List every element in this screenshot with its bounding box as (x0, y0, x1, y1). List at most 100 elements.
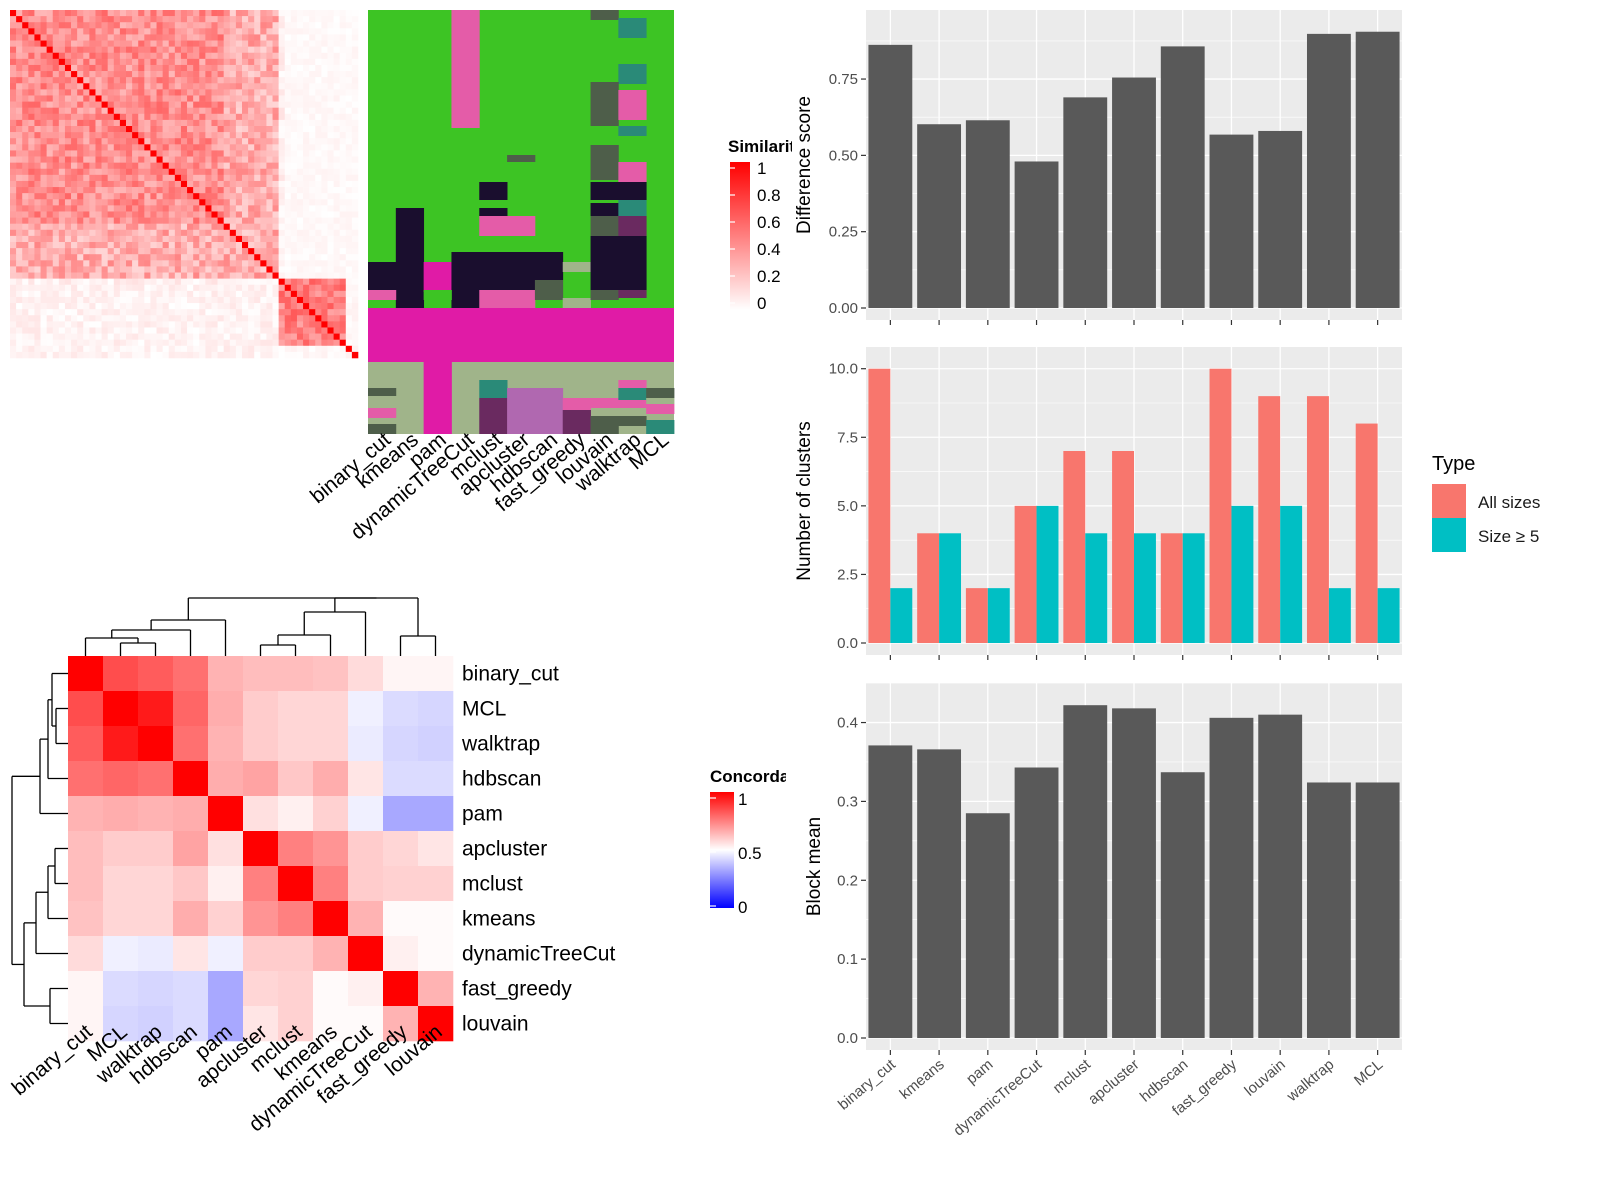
similarity-cell (272, 254, 279, 261)
similarity-cell (303, 205, 310, 212)
similarity-cell (77, 77, 84, 84)
similarity-cell (199, 199, 206, 206)
similarity-cell (28, 58, 35, 66)
similarity-cell (193, 162, 200, 170)
similarity-cell (242, 28, 249, 35)
similarity-cell (71, 168, 78, 176)
cluster-block (562, 298, 591, 308)
similarity-cell (223, 315, 231, 322)
similarity-cell (113, 174, 121, 182)
similarity-cell (180, 235, 188, 243)
concordance-cell (418, 656, 454, 692)
similarity-cell (64, 64, 72, 72)
similarity-cell (16, 168, 23, 176)
similarity-cell (10, 58, 17, 66)
similarity-cell (327, 119, 334, 127)
similarity-cell (95, 28, 102, 35)
similarity-cell (217, 162, 224, 170)
similarity-cell (351, 132, 359, 139)
similarity-cell (199, 138, 206, 145)
similarity-cell (28, 296, 35, 304)
similarity-cell (168, 248, 176, 255)
concordance-cell (173, 936, 209, 972)
concordance-cell (68, 1006, 104, 1042)
similarity-cell (266, 248, 273, 255)
similarity-cell (229, 10, 237, 17)
similarity-cell (34, 150, 41, 157)
similarity-cell (132, 242, 139, 249)
similarity-cell (193, 315, 200, 322)
similarity-cell (217, 10, 224, 17)
similarity-cell (119, 168, 127, 176)
concordance-cell (383, 866, 419, 902)
similarity-cell (199, 89, 206, 96)
similarity-cell (40, 138, 47, 145)
similarity-cell (144, 40, 151, 47)
similarity-cell (223, 150, 231, 157)
similarity-cell (199, 205, 206, 212)
similarity-cell (223, 351, 231, 359)
similarity-cell (64, 22, 72, 29)
concordance-cell (173, 866, 209, 902)
similarity-cell (16, 156, 23, 163)
similarity-cell (138, 132, 145, 139)
similarity-cell (193, 89, 200, 96)
similarity-cell (351, 303, 359, 310)
similarity-cell (278, 339, 286, 347)
similarity-cell (107, 138, 115, 145)
similarity-cell (101, 138, 108, 145)
concordance-cell (173, 726, 209, 762)
similarity-cell (254, 223, 261, 231)
similarity-cell (40, 16, 47, 23)
similarity-cell (345, 296, 353, 304)
similarity-cell (284, 174, 292, 182)
similarity-cell (83, 187, 90, 194)
similarity-cell (229, 16, 237, 23)
bar-binary_cut (868, 44, 913, 308)
similarity-cell (89, 235, 96, 243)
similarity-cell (266, 193, 273, 200)
similarity-cell (119, 10, 127, 17)
similarity-cell (77, 52, 84, 60)
similarity-cell (290, 16, 298, 23)
similarity-cell (187, 144, 194, 151)
similarity-cell (174, 77, 182, 84)
similarity-cell (52, 126, 60, 133)
similarity-cell (168, 89, 176, 96)
similarity-cell (126, 10, 133, 17)
similarity-cell (168, 223, 176, 231)
similarity-cell (278, 327, 286, 334)
similarity-cell (174, 242, 182, 249)
similarity-cell (223, 272, 231, 279)
similarity-cell (28, 229, 35, 237)
cluster-block (423, 362, 452, 434)
similarity-cell (22, 113, 29, 121)
similarity-cell (211, 77, 218, 84)
similarity-cell (260, 28, 267, 35)
similarity-cell (89, 58, 96, 66)
similarity-cell (119, 351, 127, 359)
similarity-cell (193, 248, 200, 255)
similarity-cell (64, 174, 72, 182)
similarity-cell (126, 229, 133, 237)
similarity-cell (64, 235, 72, 243)
similarity-cell (71, 89, 78, 96)
similarity-cell (254, 34, 261, 41)
similarity-cell (156, 58, 163, 66)
similarity-cell (193, 22, 200, 29)
similarity-cell (162, 339, 170, 347)
similarity-cell (309, 205, 316, 212)
similarity-cell (223, 296, 231, 304)
similarity-cell (199, 168, 206, 176)
similarity-cell (217, 223, 224, 231)
similarity-cell (187, 199, 194, 206)
similarity-cell (132, 248, 139, 255)
similarity-cell (351, 229, 359, 237)
bar-louvain (1258, 130, 1303, 308)
bar-binary_cut-series-0 (868, 368, 891, 643)
similarity-cell (321, 339, 328, 347)
similarity-cell (223, 217, 231, 224)
similarity-cell (199, 266, 206, 273)
similarity-cell (10, 272, 17, 279)
similarity-cell (132, 284, 139, 292)
